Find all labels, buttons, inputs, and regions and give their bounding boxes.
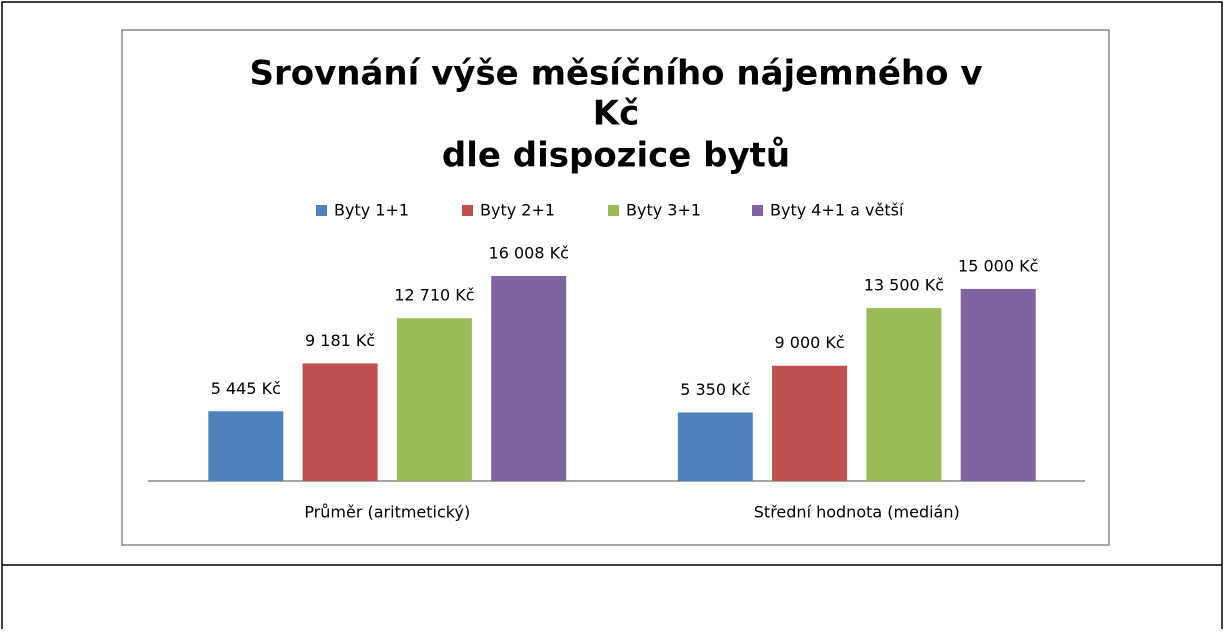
legend-swatch (752, 205, 763, 216)
data-label: 16 008 Kč (489, 244, 569, 263)
data-label: 5 350 Kč (680, 380, 750, 399)
legend-label: Byty 2+1 (480, 201, 555, 220)
data-label: 12 710 Kč (394, 286, 474, 305)
legend-swatch (462, 205, 473, 216)
chart-title: Srovnání výše měsíčního nájemného v (250, 54, 983, 94)
bar (772, 365, 848, 481)
legend-label: Byty 3+1 (626, 201, 701, 220)
bar (866, 308, 942, 481)
data-label: 9 000 Kč (775, 333, 845, 352)
bar (960, 288, 1036, 481)
legend-label: Byty 1+1 (334, 201, 409, 220)
x-tick-label: Střední hodnota (medián) (754, 503, 960, 522)
bar (491, 276, 567, 481)
chart-title: Kč (593, 94, 640, 134)
chart-title: dle dispozice bytů (442, 136, 790, 176)
x-tick-label: Průměr (aritmetický) (304, 503, 470, 522)
data-label: 13 500 Kč (864, 276, 944, 295)
data-label: 9 181 Kč (305, 331, 375, 350)
chart: Srovnání výše měsíčního nájemného vKčdle… (148, 54, 1085, 522)
data-label: 15 000 Kč (958, 256, 1038, 275)
legend-label: Byty 4+1 a větší (770, 201, 904, 220)
bar (208, 411, 284, 481)
bar (396, 318, 472, 481)
bar (677, 412, 753, 481)
legend-swatch (316, 205, 327, 216)
chart-area (121, 29, 1110, 546)
legend-swatch (608, 205, 619, 216)
bar (302, 363, 378, 481)
data-label: 5 445 Kč (211, 379, 281, 398)
